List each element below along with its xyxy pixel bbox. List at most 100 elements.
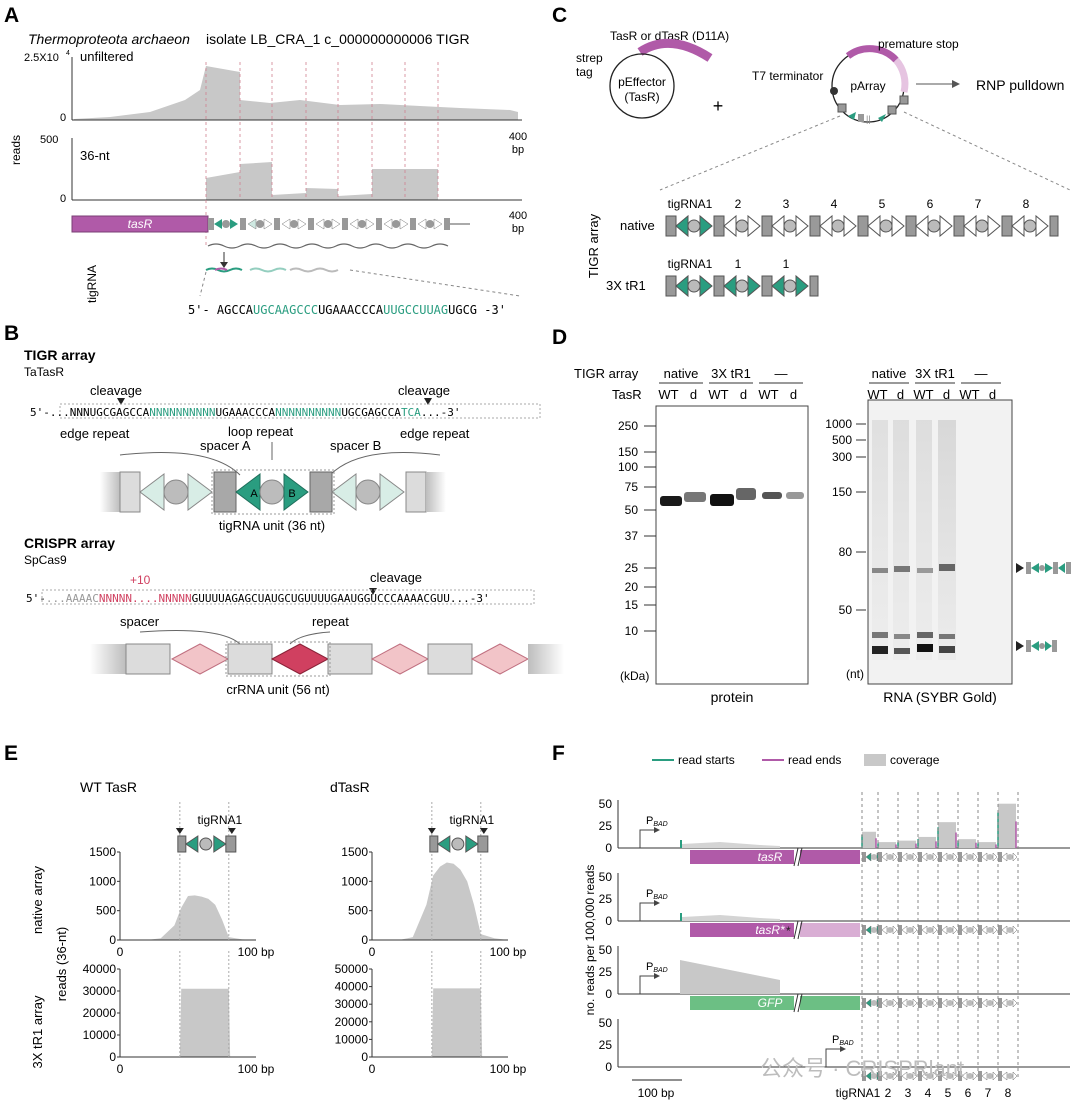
c-native-number: 2 bbox=[735, 197, 742, 211]
promoter-label: PBAD bbox=[832, 1034, 854, 1047]
rna-gel-headers: native 3X tR1 — WT d WT d WT d bbox=[867, 366, 1001, 402]
tigrna-sequence: 5'- AGCCAUGCAAGCCCUGAAACCCAUUGCCUUAGUGCG… bbox=[188, 303, 506, 317]
c-native-label: native bbox=[620, 218, 655, 233]
f-bottom-number: 7 bbox=[985, 1086, 992, 1100]
track2-y0: 0 bbox=[60, 193, 66, 205]
c-zoom-right bbox=[903, 111, 1071, 191]
f-coverage-bar bbox=[958, 839, 976, 848]
gel-lane-label: WT bbox=[658, 387, 678, 402]
array-loop bbox=[1023, 219, 1037, 233]
crrna-unit-label: crRNA unit (56 nt) bbox=[226, 682, 329, 697]
crispr-bracket-left bbox=[139, 630, 241, 645]
crispr-array-title: CRISPR array bbox=[24, 535, 115, 551]
gel-group-label: — bbox=[975, 366, 988, 381]
e-ytick-label: 0 bbox=[361, 933, 368, 947]
panel-d: D TIGR array TasR native 3X tR1 — WT d WT d WT d… bbox=[552, 326, 1071, 705]
t7-terminator-dot bbox=[830, 87, 838, 95]
e-ytick-label: 30000 bbox=[83, 984, 117, 998]
array-loop bbox=[687, 279, 701, 293]
array-spacer bbox=[771, 274, 785, 298]
e-d-title: dTasR bbox=[330, 779, 370, 795]
f-coverage-bar bbox=[898, 840, 916, 848]
rna-bands bbox=[872, 564, 955, 654]
peffector-plasmid bbox=[609, 53, 675, 119]
tigrna-fragment-1 bbox=[205, 267, 243, 273]
array-spacer bbox=[723, 274, 737, 298]
c-zoom-left bbox=[659, 115, 841, 191]
plus10-label: +10 bbox=[130, 573, 151, 587]
tigr-array-sub: TaTasR bbox=[24, 365, 64, 379]
promoter-arrow bbox=[639, 975, 654, 994]
parray-label: pArray bbox=[850, 79, 885, 93]
e-coverage-area bbox=[120, 895, 256, 940]
array-spacer bbox=[843, 214, 857, 238]
protein-ladder-label: 25 bbox=[625, 561, 639, 575]
rna-ladder-label: 1000 bbox=[825, 417, 852, 431]
cleavage-left: cleavage bbox=[90, 383, 142, 398]
array-repeat bbox=[665, 215, 677, 237]
array-repeat bbox=[1049, 215, 1059, 237]
array-repeat bbox=[761, 215, 773, 237]
c-native-array bbox=[665, 214, 1059, 238]
c-native-number: tigRNA1 bbox=[668, 197, 713, 211]
effector-top: TasR or dTasR (D11A) bbox=[610, 29, 729, 43]
track1-xend: 400 bbox=[509, 131, 527, 143]
rna-label: RNA (SYBR Gold) bbox=[883, 689, 997, 705]
f-scale-label: 100 bp bbox=[638, 1086, 675, 1100]
panel-d-letter: D bbox=[552, 326, 567, 349]
protein-ladder-label: 75 bbox=[625, 480, 639, 494]
e-coverage-area bbox=[120, 988, 256, 1057]
zoom-line-right bbox=[349, 269, 521, 297]
crispr-sequence: 5'-...AAAACNNNNN....NNNNNGUUUUAGAGCUAUGC… bbox=[26, 592, 490, 605]
d-tigr-label: TIGR array bbox=[574, 366, 639, 381]
gel-group-label: — bbox=[775, 366, 788, 381]
tigr-unit-diagram: A B bbox=[100, 469, 446, 515]
e-chart-1: 1500 1000 500 00 100 bp tigRNA1 bbox=[341, 802, 527, 959]
e-ytick-label: 500 bbox=[96, 904, 116, 918]
promoter-arrow bbox=[639, 829, 654, 848]
promoter-arrow bbox=[639, 902, 654, 921]
track2-xend: 400 bbox=[509, 210, 527, 222]
rna-ladder: 1000 500 300 150 80 50 bbox=[825, 417, 866, 617]
array-repeat bbox=[809, 215, 821, 237]
f-bottom-number: 3 bbox=[905, 1086, 912, 1100]
c-native-number: 8 bbox=[1023, 197, 1030, 211]
array-spacer bbox=[699, 214, 713, 238]
panel-a-guides bbox=[205, 62, 439, 248]
parray-array-marks: || bbox=[837, 95, 909, 124]
array-repeat bbox=[857, 215, 869, 237]
e-ytick-label: 0 bbox=[109, 933, 116, 947]
spacer-b-label: spacer B bbox=[330, 438, 381, 453]
f-coverage-bar bbox=[998, 803, 1016, 848]
rna-marker-long bbox=[1016, 563, 1024, 573]
protein-ladder-label: 50 bbox=[625, 503, 639, 517]
tigr-seq-box bbox=[59, 403, 541, 419]
gel-lane-label: WT bbox=[708, 387, 728, 402]
array-spacer bbox=[675, 214, 689, 238]
e-ytick-label: 10000 bbox=[335, 1032, 369, 1046]
t7-terminator-label: T7 terminator bbox=[752, 69, 823, 83]
premature-stop-label: premature stop bbox=[878, 37, 959, 51]
f-coverage-bar bbox=[938, 822, 956, 848]
f-ytick-label: 25 bbox=[599, 1038, 613, 1052]
panel-e-letter: E bbox=[4, 742, 18, 765]
panel-e: E WT TasR dTasR native array 3X tR1 arra… bbox=[4, 742, 527, 1076]
array-spacer bbox=[1011, 214, 1025, 238]
e-row1-label: native array bbox=[30, 866, 45, 934]
rna-marker-short-array bbox=[1026, 640, 1057, 652]
array-loop bbox=[735, 219, 749, 233]
gel-lane-label: d bbox=[897, 387, 904, 402]
array-spacer bbox=[795, 274, 809, 298]
c-tigr-array-label: TIGR array bbox=[586, 213, 601, 278]
array-repeat bbox=[809, 275, 819, 297]
f-gene-bar bbox=[690, 850, 794, 864]
f-ytick-label: 50 bbox=[599, 943, 613, 957]
f-ytick-label: 50 bbox=[599, 1016, 613, 1030]
array-loop bbox=[735, 279, 749, 293]
array-spacer bbox=[771, 214, 785, 238]
panel-f-rows: 50 25 0 PBAD tasR 50 25 0 PBAD tasR* * 50 25 0 PBAD GFP… bbox=[599, 792, 1070, 1081]
f-bottom-number: tigRNA1 bbox=[836, 1086, 881, 1100]
f-gene-bar-2 bbox=[800, 996, 860, 1010]
kda-label: (kDa) bbox=[620, 669, 649, 683]
